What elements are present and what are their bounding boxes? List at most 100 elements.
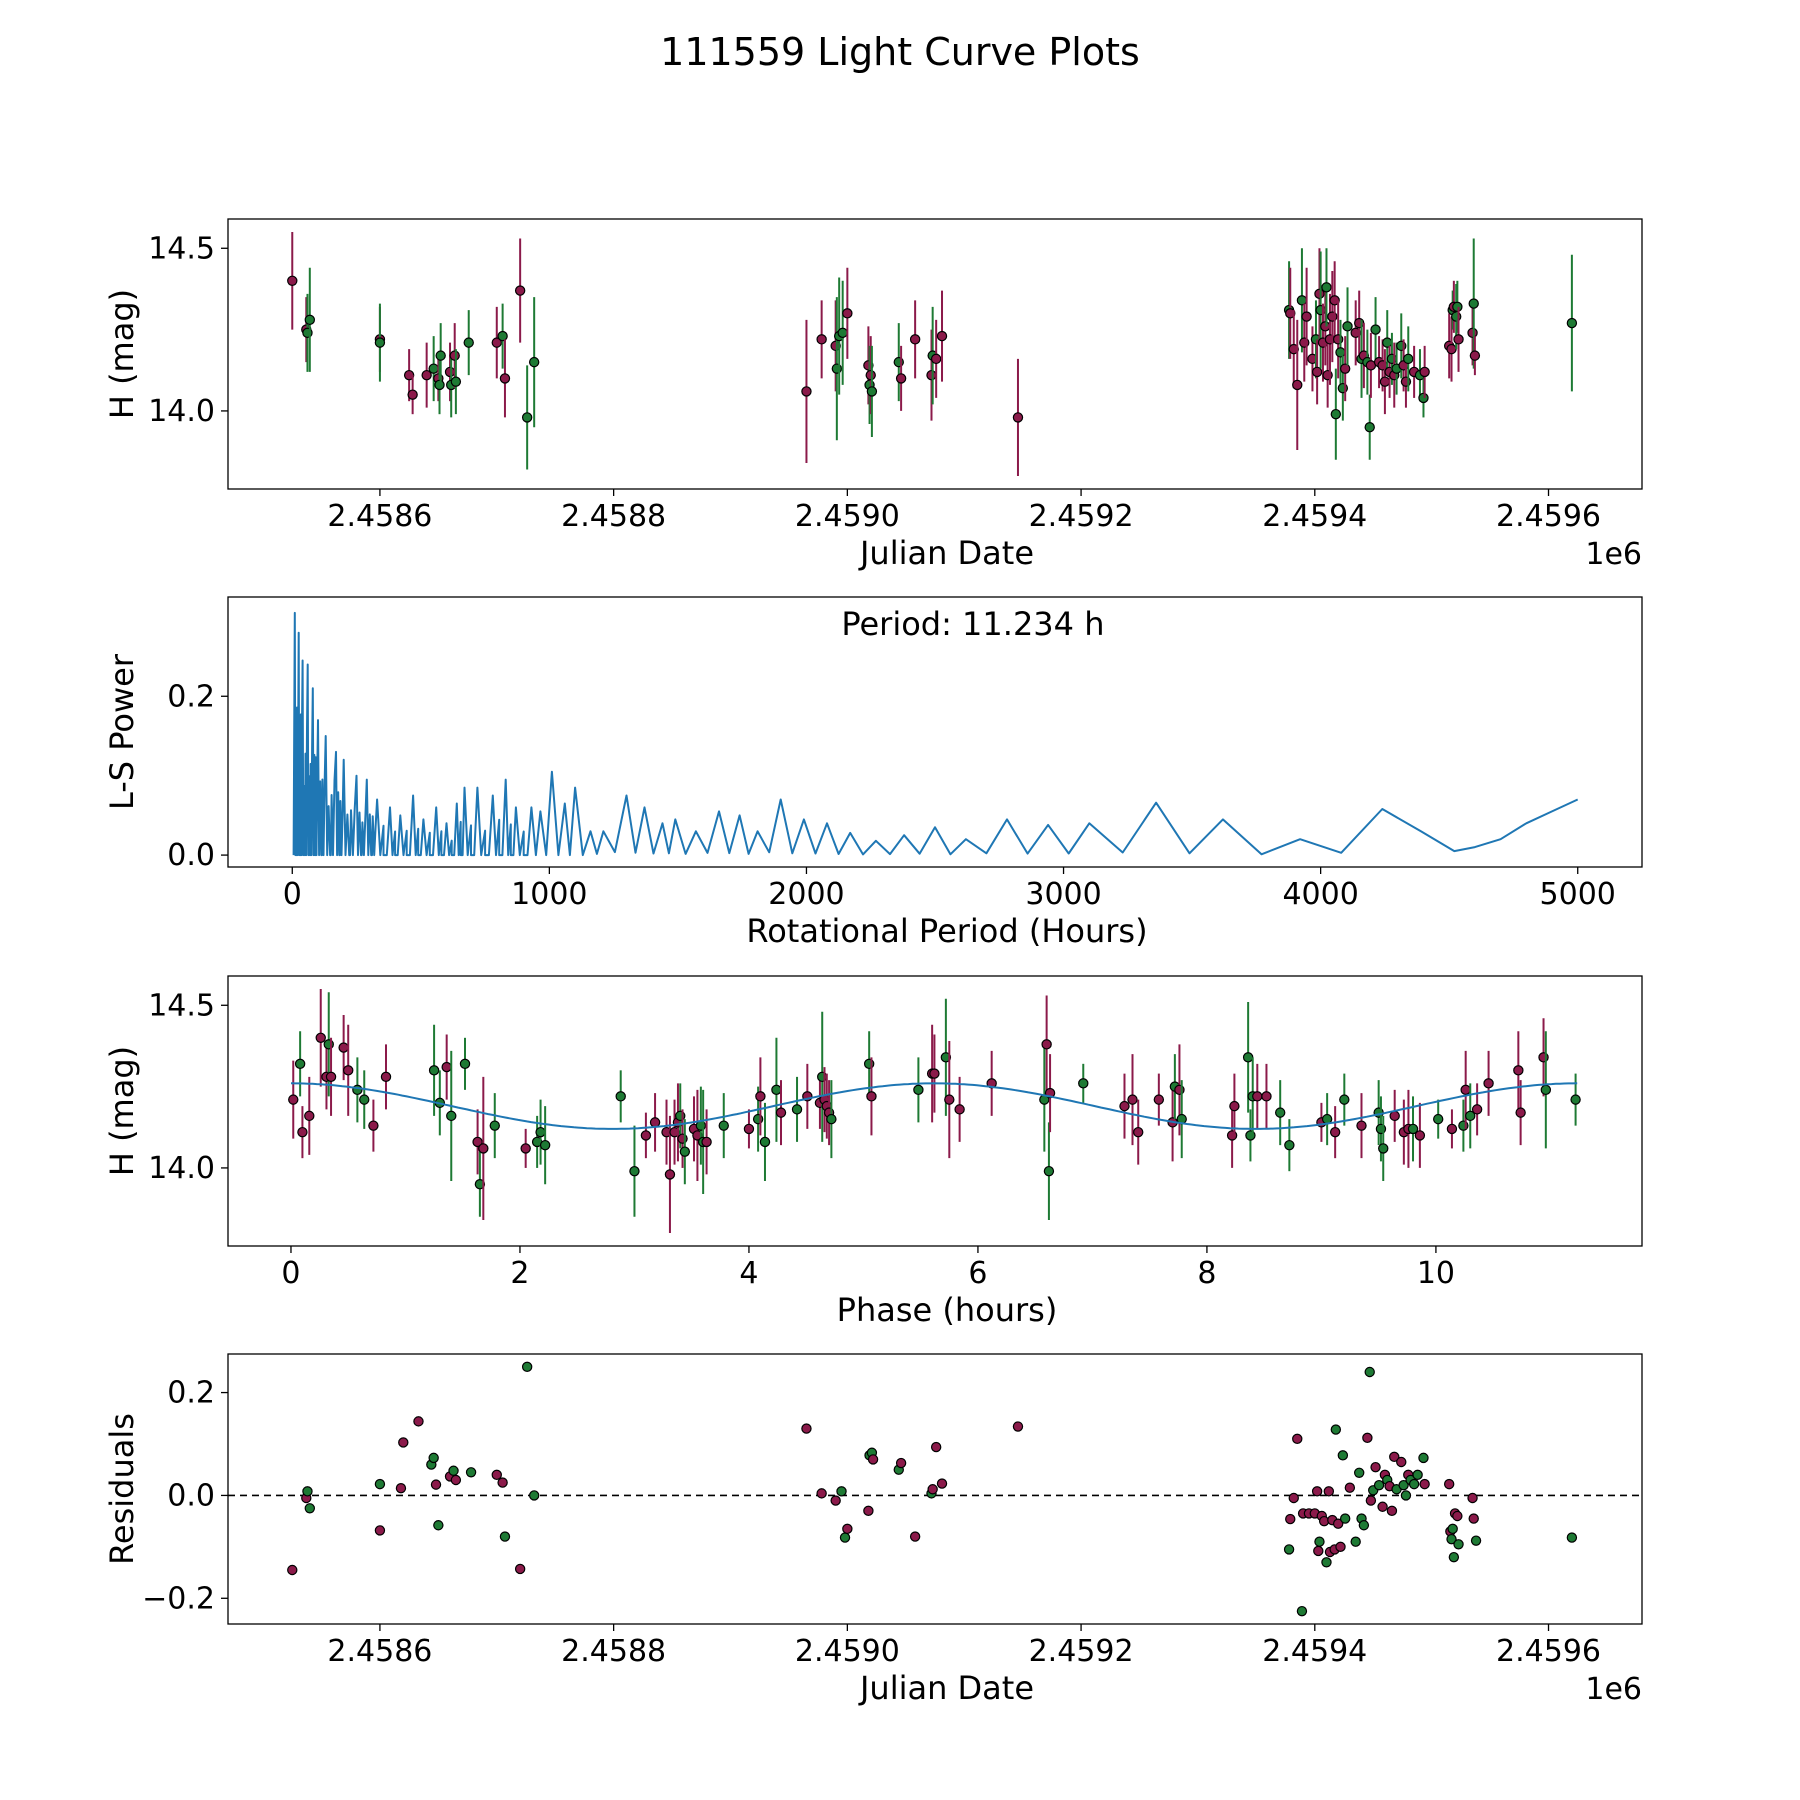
data-point xyxy=(928,1485,937,1494)
x-tick-label: 2.4586 xyxy=(327,499,432,534)
data-point xyxy=(516,1564,525,1573)
data-point xyxy=(1445,1480,1454,1489)
data-point xyxy=(296,1059,305,1068)
data-point xyxy=(817,335,826,344)
data-point xyxy=(641,1131,650,1140)
data-point xyxy=(1321,322,1330,331)
data-point xyxy=(442,1062,451,1071)
data-point xyxy=(1454,1540,1463,1549)
data-point xyxy=(616,1092,625,1101)
data-point xyxy=(945,1095,954,1104)
x-axis-label: Julian Date xyxy=(858,534,1034,572)
data-point xyxy=(1453,1511,1462,1520)
data-point xyxy=(932,354,941,363)
data-point xyxy=(1401,1491,1410,1500)
data-point xyxy=(897,1458,906,1467)
data-point xyxy=(1365,1367,1374,1376)
data-point xyxy=(1322,1558,1331,1567)
panel-periodogram: 0 1000 2000 3000 4000 50000.00.2Rotational Pe… xyxy=(103,597,1642,950)
y-tick-label: 14.0 xyxy=(148,1151,215,1186)
x-tick-label: 5000 xyxy=(1540,877,1616,912)
data-point xyxy=(1366,1496,1375,1505)
data-point xyxy=(1244,1053,1253,1062)
data-point xyxy=(867,1092,876,1101)
data-point xyxy=(838,328,847,337)
x-tick-label: 2.4592 xyxy=(1029,499,1134,534)
data-point xyxy=(802,1424,811,1433)
data-point xyxy=(326,1072,335,1081)
data-point xyxy=(466,1468,475,1477)
data-point xyxy=(1404,354,1413,363)
data-point xyxy=(1379,1144,1388,1153)
data-point xyxy=(719,1121,728,1130)
data-point xyxy=(1322,283,1331,292)
y-axis-label: Residuals xyxy=(103,1413,141,1565)
x-tick-label: 0 xyxy=(281,1256,300,1291)
x-tick-label: 2.4590 xyxy=(795,1634,900,1669)
data-point xyxy=(1289,1493,1298,1502)
data-point xyxy=(1276,1108,1285,1117)
data-point xyxy=(1359,1521,1368,1530)
data-point xyxy=(802,387,811,396)
data-point xyxy=(1315,1537,1324,1546)
x-tick-label: 6 xyxy=(968,1256,987,1291)
data-point xyxy=(1397,1457,1406,1466)
data-point xyxy=(817,1489,826,1498)
x-tick-label: 2 xyxy=(510,1256,529,1291)
data-point xyxy=(776,1108,785,1117)
data-point xyxy=(897,374,906,383)
data-point xyxy=(702,1137,711,1146)
data-point xyxy=(1371,325,1380,334)
x-tick-label: 2.4596 xyxy=(1496,1634,1601,1669)
data-point xyxy=(1410,1480,1419,1489)
data-point xyxy=(1469,1514,1478,1523)
data-point xyxy=(541,1141,550,1150)
data-point xyxy=(381,1072,390,1081)
data-point xyxy=(831,1496,840,1505)
data-points xyxy=(288,232,1577,476)
data-point xyxy=(760,1137,769,1146)
data-point xyxy=(840,1533,849,1542)
data-point xyxy=(1378,1502,1387,1511)
data-point xyxy=(523,1362,532,1371)
data-point xyxy=(1297,296,1306,305)
data-point xyxy=(479,1144,488,1153)
data-point xyxy=(1471,1536,1480,1545)
figure: 111559 Light Curve Plots 2.4586 2.4588 2.4… xyxy=(0,0,1800,1800)
data-point xyxy=(516,286,525,295)
data-point xyxy=(436,351,445,360)
data-point xyxy=(955,1105,964,1114)
data-point xyxy=(1297,1607,1306,1616)
data-point xyxy=(339,1043,348,1052)
data-point xyxy=(500,374,509,383)
data-point xyxy=(375,338,384,347)
periodogram-line xyxy=(294,613,1578,855)
data-point xyxy=(630,1167,639,1176)
data-point xyxy=(1013,413,1022,422)
data-point xyxy=(1390,1111,1399,1120)
x-tick-label: 2.4592 xyxy=(1029,1634,1134,1669)
data-point xyxy=(344,1066,353,1075)
data-point xyxy=(429,1066,438,1075)
data-point xyxy=(1374,1481,1383,1490)
data-point xyxy=(500,1532,509,1541)
data-point xyxy=(1468,328,1477,337)
data-point xyxy=(375,1526,384,1535)
data-point xyxy=(1230,1102,1239,1111)
data-points xyxy=(289,989,1581,1233)
data-point xyxy=(1567,1533,1576,1542)
data-point xyxy=(843,1524,852,1533)
data-point xyxy=(530,1491,539,1500)
data-point xyxy=(1567,318,1576,327)
x-tick-label: 1000 xyxy=(511,877,587,912)
panel-residuals: 2.4586 2.4588 2.4590 2.4592 2.4594 2.4596−0.2… xyxy=(103,1354,1642,1707)
data-point xyxy=(1154,1095,1163,1104)
data-point xyxy=(1341,1514,1350,1523)
data-point xyxy=(792,1105,801,1114)
y-axis-label: L-S Power xyxy=(103,653,141,810)
data-point xyxy=(449,1466,458,1475)
period-annotation: Period: 11.234 h xyxy=(841,605,1104,643)
data-point xyxy=(1419,393,1428,402)
data-point xyxy=(1285,1141,1294,1150)
data-point xyxy=(316,1033,325,1042)
